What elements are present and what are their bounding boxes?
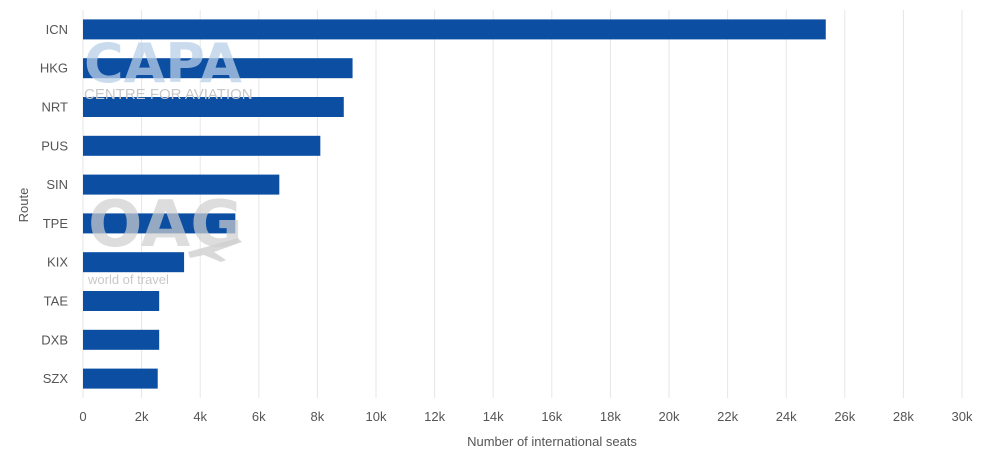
watermark-logos: CAPA CENTRE FOR AVIATION OAG world of tr… xyxy=(84,32,253,287)
x-tick-label: 0 xyxy=(79,409,86,424)
x-tick-label: 8k xyxy=(311,409,325,424)
x-tick-label: 14k xyxy=(483,409,504,424)
bar-nrt xyxy=(83,97,344,117)
x-tick-label: 4k xyxy=(193,409,207,424)
category-label-icn: ICN xyxy=(46,22,68,37)
bar-pus xyxy=(83,135,321,156)
x-tick-label: 26k xyxy=(834,409,855,424)
category-label-kix: KIX xyxy=(47,255,68,270)
category-label-dxb: DXB xyxy=(41,332,68,347)
x-tick-label: 18k xyxy=(600,409,621,424)
bar-sin xyxy=(83,174,280,195)
bar-icn xyxy=(83,19,826,40)
bar-szx xyxy=(83,368,158,389)
capa-tagline-watermark: CENTRE FOR AVIATION xyxy=(84,86,253,103)
x-tick-label: 28k xyxy=(893,409,914,424)
bar-tae xyxy=(83,291,160,311)
x-tick-label: 24k xyxy=(776,409,797,424)
x-tick-label: 16k xyxy=(541,409,562,424)
category-label-sin: SIN xyxy=(46,177,68,192)
x-tick-label: 12k xyxy=(424,409,445,424)
bar-hkg xyxy=(83,58,353,79)
airplane-icon xyxy=(188,238,242,262)
bar-kix xyxy=(83,252,185,273)
category-label-tpe: TPE xyxy=(43,216,69,231)
y-axis-title: Route xyxy=(16,188,31,223)
bar-dxb xyxy=(83,329,160,350)
bar-tpe xyxy=(83,213,236,234)
category-label-tae: TAE xyxy=(44,294,69,309)
x-tick-label: 6k xyxy=(252,409,266,424)
capa-logo-watermark: CAPA xyxy=(84,32,242,95)
x-tick-labels: 0 2k 4k 6k 8k 10k 12k 14k 16k 18k 20k 22k 24k 26k 28k 3… xyxy=(79,409,973,424)
category-label-pus: PUS xyxy=(41,138,68,153)
x-tick-label: 30k xyxy=(952,409,973,424)
oag-logo-watermark: OAG xyxy=(88,188,243,262)
category-label-szx: SZX xyxy=(43,371,69,386)
x-tick-label: 2k xyxy=(135,409,149,424)
bars xyxy=(83,19,826,389)
category-labels: ICN HKG NRT PUS SIN TPE KIX TAE DXB SZX xyxy=(40,22,68,386)
oag-tagline-watermark: world of travel xyxy=(87,272,169,287)
category-label-nrt: NRT xyxy=(42,100,69,115)
grid-lines xyxy=(82,10,963,398)
x-axis-title: Number of international seats xyxy=(467,434,637,449)
x-tick-label: 20k xyxy=(659,409,680,424)
x-tick-label: 22k xyxy=(717,409,738,424)
x-tick-label: 10k xyxy=(366,409,387,424)
category-label-hkg: HKG xyxy=(40,61,68,76)
